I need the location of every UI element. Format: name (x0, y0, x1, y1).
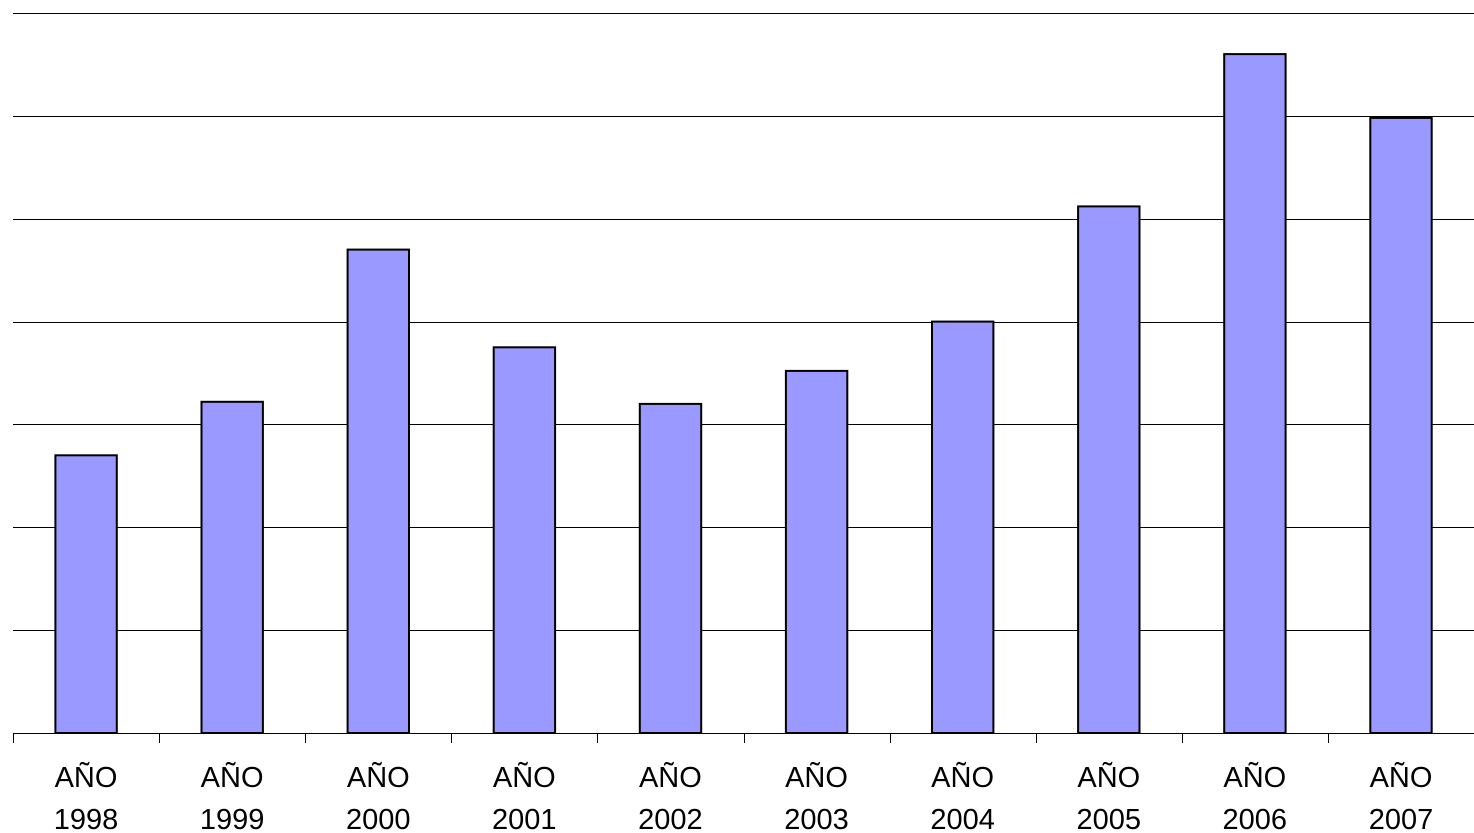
x-tick-label-line1: AÑO (1223, 760, 1286, 794)
x-tick-label-line2: 1998 (54, 804, 119, 833)
x-tick-label-line1: AÑO (785, 760, 848, 794)
x-tick-label-1999: AÑO 1999 (200, 760, 265, 833)
bar-2003 (784, 369, 849, 734)
x-tick-label-line2: 2000 (346, 804, 411, 833)
x-tick-label-line1: AÑO (1077, 760, 1140, 794)
bar-2006 (1223, 53, 1287, 735)
x-tick-label-2005: AÑO 2005 (1077, 760, 1142, 833)
x-tick-label-line1: AÑO (1370, 760, 1433, 794)
x-tick-label-line2: 2001 (492, 804, 557, 833)
x-tick-label-line2: 1999 (200, 804, 265, 833)
bar-1999 (200, 400, 264, 734)
x-tick-label-line1: AÑO (347, 760, 410, 794)
x-tick-label-line2: 2003 (784, 804, 849, 833)
x-axis (13, 733, 1474, 743)
bar-1998 (54, 454, 118, 734)
x-tick-label-2006: AÑO 2006 (1223, 760, 1288, 833)
x-tick-label-line1: AÑO (639, 760, 702, 794)
x-tick-label-2003: AÑO 2003 (784, 760, 849, 833)
bar-2005 (1077, 205, 1141, 734)
bar-2001 (492, 346, 557, 734)
x-tick-label-line2: 2002 (638, 804, 703, 833)
bar-2007 (1369, 116, 1433, 734)
x-tick-label-2002: AÑO 2002 (638, 760, 703, 833)
x-tick-label-2004: AÑO 2004 (930, 760, 995, 833)
x-tick-label-2001: AÑO 2001 (492, 760, 557, 833)
bar-2004 (931, 320, 995, 734)
x-tick-label-line1: AÑO (55, 760, 118, 794)
bar-2000 (346, 248, 411, 734)
x-tick-label-2000: AÑO 2000 (346, 760, 411, 833)
x-tick-label-line1: AÑO (201, 760, 264, 794)
x-tick-label-line2: 2004 (930, 804, 995, 833)
x-tick-label-line1: AÑO (931, 760, 994, 794)
x-tick-label-line2: 2007 (1369, 804, 1434, 833)
x-tick-labels: AÑO 1998 AÑO 1999 AÑO 2000 AÑO 2001 AÑO 2002 AÑO 20… (54, 760, 1434, 833)
x-tick-label-line2: 2006 (1223, 804, 1288, 833)
x-tick-label-line2: 2005 (1077, 804, 1142, 833)
bar-2002 (638, 402, 703, 734)
x-tick-label-1998: AÑO 1998 (54, 760, 119, 833)
bars (54, 53, 1433, 735)
x-tick-label-2007: AÑO 2007 (1369, 760, 1434, 833)
x-tick-label-line1: AÑO (493, 760, 556, 794)
